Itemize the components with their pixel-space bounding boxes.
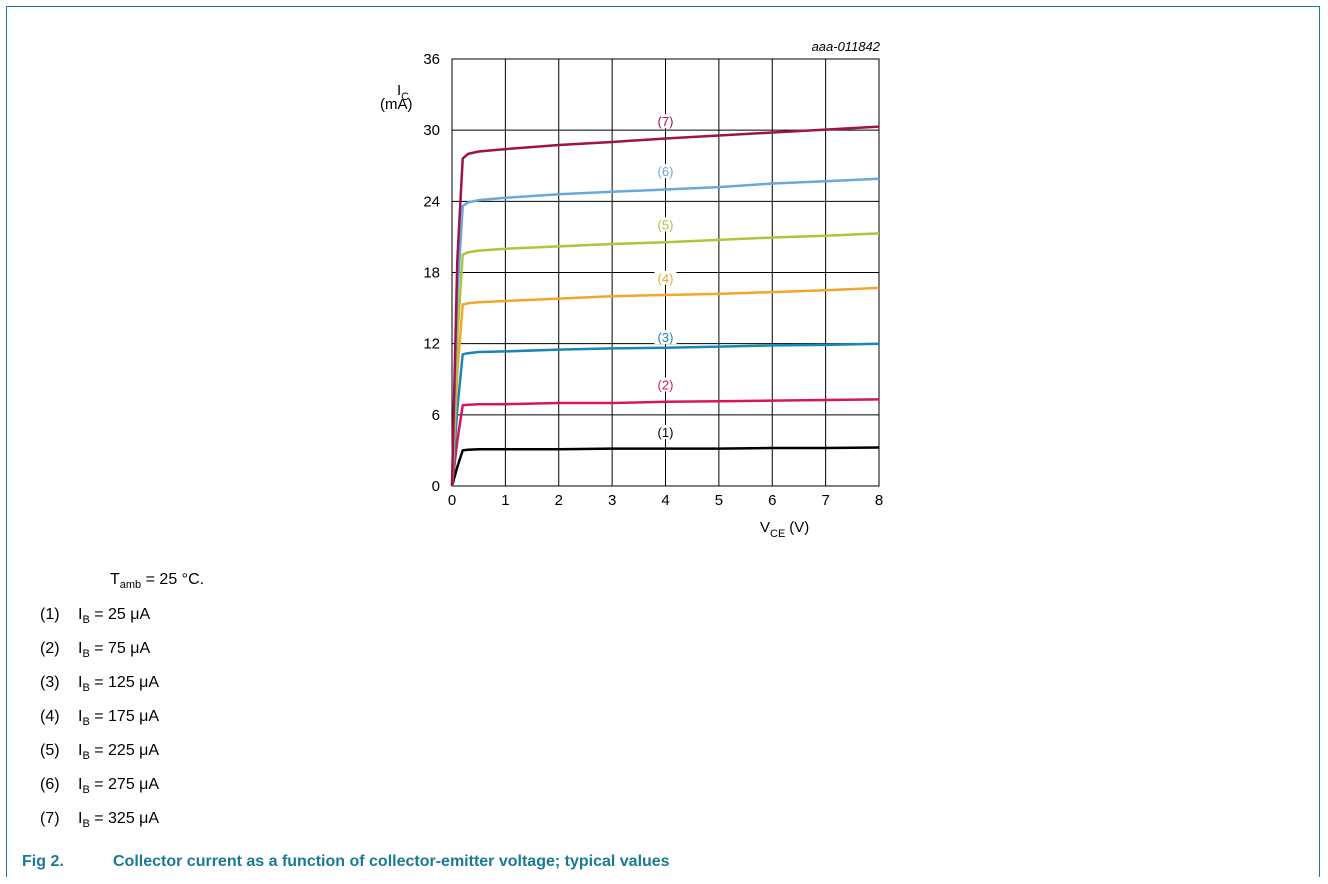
note-number: (3) <box>40 674 60 691</box>
x-tick-label: 5 <box>715 492 723 509</box>
x-tick-label: 7 <box>821 492 829 509</box>
figure-frame <box>6 6 1320 877</box>
note-number: (4) <box>40 708 60 725</box>
y-tick-label: 18 <box>423 265 440 282</box>
series-label-3: (3) <box>658 330 674 345</box>
series-label-1: (1) <box>658 425 674 440</box>
note-item: (5) IB = 225 μA <box>40 742 159 762</box>
x-axis-label-unit: (V) <box>789 519 809 536</box>
note-value: = 125 μA <box>89 674 160 691</box>
note-value: = 175 μA <box>89 708 160 725</box>
y-axis-label-sub: C <box>401 91 409 103</box>
note-number: (5) <box>40 742 60 759</box>
caption-text: Collector current as a function of colle… <box>113 853 670 870</box>
x-axis-label: VCE (V) <box>760 519 809 540</box>
plot-frame <box>451 58 880 487</box>
note-value: = 225 μA <box>89 742 160 759</box>
note-subscript: B <box>82 614 90 627</box>
note-item: (7) IB = 325 μA <box>40 810 159 830</box>
series-line-4 <box>450 286 880 487</box>
note-symbol: I <box>78 742 83 759</box>
y-tick-label: 30 <box>423 122 440 139</box>
note-symbol: I <box>78 606 83 623</box>
y-tick-label: 0 <box>432 478 440 495</box>
figure-number: Fig 2. <box>22 853 64 870</box>
x-tick-label: 8 <box>875 492 883 509</box>
x-tick-label: 4 <box>661 492 669 509</box>
series-label-bg <box>654 377 677 392</box>
y-axis-unit: (mA) <box>380 96 413 113</box>
conditions-main: T <box>110 571 120 588</box>
note-number: (1) <box>40 606 60 623</box>
x-tick-label: 0 <box>448 492 456 509</box>
y-axis-label: IC <box>397 82 409 103</box>
y-axis-label-main: I <box>397 82 401 99</box>
note-subscript: B <box>82 648 90 661</box>
series-line-3 <box>450 342 880 487</box>
note-value: = 75 μA <box>89 640 151 657</box>
series-label-bg <box>654 330 677 345</box>
note-symbol: I <box>78 674 83 691</box>
series-label-bg <box>654 270 677 285</box>
series-label-bg <box>654 217 677 232</box>
y-tick-label: 12 <box>423 336 440 353</box>
note-subscript: B <box>82 716 90 729</box>
series-label-6: (6) <box>658 164 674 179</box>
x-tick-label: 3 <box>608 492 616 509</box>
note-number: (2) <box>40 640 60 657</box>
note-subscript: B <box>82 682 90 695</box>
chart-series: (1) (2) (3) (4) (5) (6) (7) <box>450 114 880 487</box>
x-axis-label-sub: CE <box>770 528 785 540</box>
x-tick-label: 2 <box>555 492 563 509</box>
note-item: (3) IB = 125 μA <box>40 674 159 694</box>
note-symbol: I <box>78 776 83 793</box>
series-line-6 <box>450 177 880 487</box>
note-number: (7) <box>40 810 60 827</box>
conditions-rest: = 25 °C. <box>141 571 205 588</box>
note-value: = 325 μA <box>89 810 160 827</box>
series-label-bg <box>654 114 677 129</box>
note-value: = 275 μA <box>89 776 160 793</box>
x-tick-label: 6 <box>768 492 776 509</box>
note-value: = 25 μA <box>89 606 151 623</box>
series-line-1 <box>450 446 880 487</box>
series-label-4: (4) <box>658 271 674 286</box>
chart: (1)(2)(3)(4)(5)(6)(7) 0 1 2 3 4 5 6 7 8061218243… <box>380 39 883 540</box>
note-symbol: I <box>78 640 83 657</box>
series-line-7 <box>450 125 880 487</box>
series-line-2 <box>450 398 880 487</box>
x-tick-label: 1 <box>501 492 509 509</box>
note-subscript: B <box>82 818 90 831</box>
note-item: (1) IB = 25 μA <box>40 606 150 626</box>
x-axis-label-main: V <box>760 519 770 536</box>
y-tick-label: 24 <box>423 193 440 210</box>
figure-caption: Fig 2. Collector current as a function of… <box>22 853 670 871</box>
series-label-bg <box>654 424 677 439</box>
conditions: Tamb = 25 °C. <box>110 571 204 591</box>
y-tick-label: 6 <box>432 407 440 424</box>
series-line-5 <box>450 232 880 487</box>
note-item: (2) IB = 75 μA <box>40 640 150 660</box>
note-symbol: I <box>78 810 83 827</box>
note-subscript: B <box>82 784 90 797</box>
note-item: (4) IB = 175 μA <box>40 708 159 728</box>
note-symbol: I <box>78 708 83 725</box>
note-item: (6) IB = 275 μA <box>40 776 159 796</box>
series-label-2: (2) <box>658 378 674 393</box>
conditions-sub: amb <box>119 579 142 592</box>
note-subscript: B <box>82 750 90 763</box>
series-label-5: (5) <box>658 217 674 232</box>
figure-id: aaa-011842 <box>812 39 881 54</box>
y-tick-label: 36 <box>423 51 440 68</box>
series-label-7: (7) <box>658 114 674 129</box>
note-number: (6) <box>40 776 60 793</box>
series-label-bg <box>654 164 677 179</box>
